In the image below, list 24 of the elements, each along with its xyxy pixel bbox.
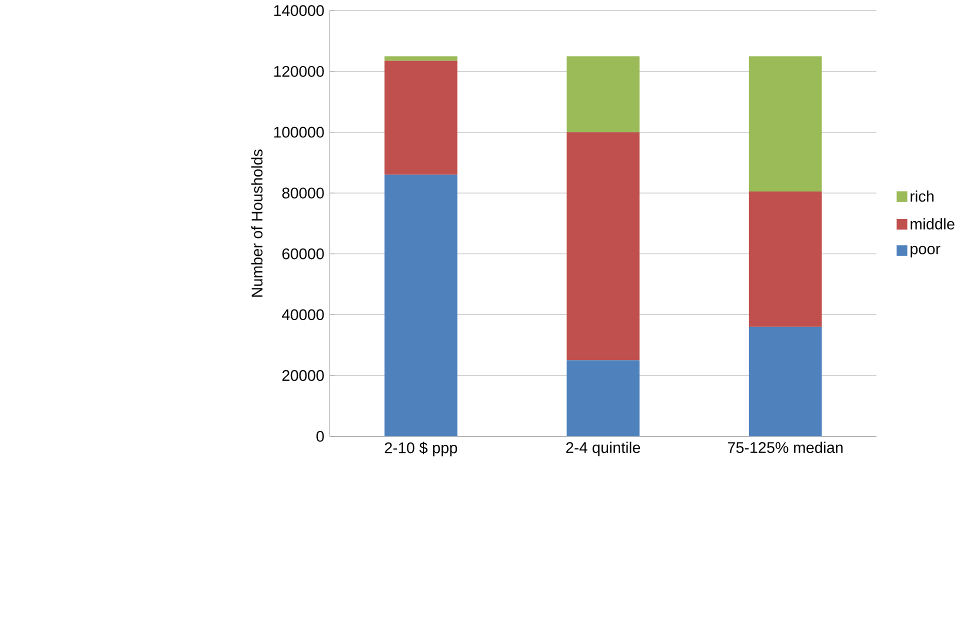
bar bbox=[748, 56, 822, 192]
legend-label: poor bbox=[910, 246, 940, 258]
legend-label: middle bbox=[910, 218, 954, 230]
bar bbox=[384, 56, 458, 61]
y-tick-label: 0 bbox=[316, 430, 324, 442]
y-tick-label: 100000 bbox=[274, 126, 324, 138]
bar bbox=[384, 60, 458, 175]
bar bbox=[384, 174, 458, 436]
y-tick-label: 120000 bbox=[274, 66, 324, 77]
bar bbox=[566, 132, 640, 360]
y-axis-title: Number of Housholds bbox=[251, 150, 263, 297]
bar bbox=[748, 192, 822, 327]
x-tick-label: 75-125% median bbox=[728, 442, 843, 454]
y-tick-label: 40000 bbox=[282, 309, 324, 320]
y-tick-label: 140000 bbox=[274, 5, 324, 16]
x-tick-label: 2-4 quintile bbox=[566, 442, 640, 456]
x-tick-label: 2-10 $ ppp bbox=[384, 442, 458, 456]
legend-label: rich bbox=[910, 190, 934, 202]
y-tick-label: 60000 bbox=[282, 248, 324, 260]
bar bbox=[748, 326, 822, 436]
bar bbox=[566, 360, 640, 436]
y-tick-label: 80000 bbox=[282, 188, 324, 199]
y-tick-label: 20000 bbox=[282, 370, 324, 381]
bar bbox=[566, 56, 640, 132]
